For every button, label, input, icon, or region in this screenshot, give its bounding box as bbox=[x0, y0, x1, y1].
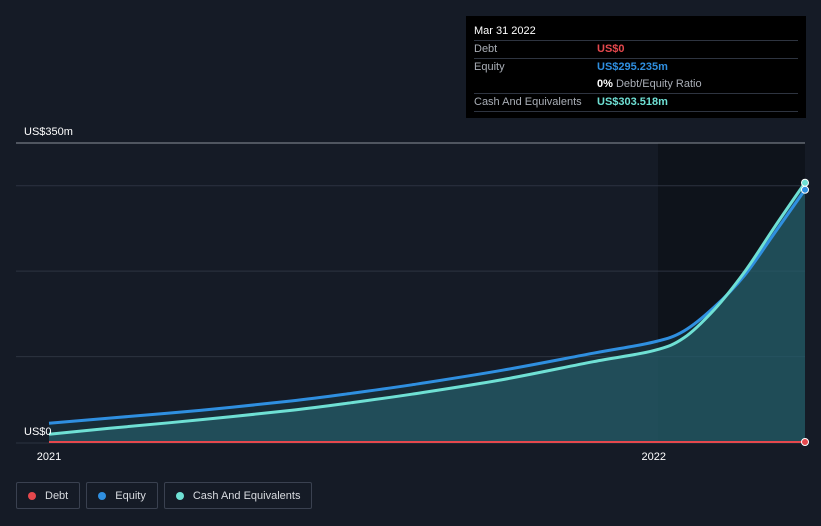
cash-dot-icon bbox=[175, 491, 184, 500]
tooltip-row-cash: Cash And Equivalents US$303.518m bbox=[474, 93, 798, 112]
x-tick-label: 2022 bbox=[642, 451, 666, 463]
tooltip-ratio-label: Debt/Equity Ratio bbox=[615, 78, 702, 90]
tooltip-date: Mar 31 2022 bbox=[474, 25, 536, 37]
tooltip-cash-label: Cash And Equivalents bbox=[474, 96, 582, 108]
legend-item-cash[interactable]: Cash And Equivalents bbox=[163, 482, 313, 509]
legend-item-debt[interactable]: Debt bbox=[16, 482, 81, 509]
equity-area bbox=[49, 189, 805, 442]
legend: Debt Equity Cash And Equivalents bbox=[16, 482, 313, 509]
cash-area bbox=[49, 182, 805, 442]
x-tick-label: 2021 bbox=[37, 451, 61, 463]
tooltip-cash-value: US$303.518m bbox=[597, 96, 668, 108]
legend-cash-label: Cash And Equivalents bbox=[192, 489, 301, 502]
debt-end-point bbox=[801, 438, 809, 446]
y-axis-bottom-label: US$0 bbox=[24, 426, 52, 438]
tooltip-ratio-spacer bbox=[474, 76, 597, 93]
legend-equity-label: Equity bbox=[115, 489, 146, 502]
legend-item-equity[interactable]: Equity bbox=[86, 482, 158, 509]
tooltip-ratio-value: 0% bbox=[597, 78, 613, 90]
equity-end-point bbox=[801, 185, 809, 194]
y-axis-top-label: US$350m bbox=[24, 126, 73, 138]
tooltip-ratio: 0% Debt/Equity Ratio bbox=[597, 76, 702, 93]
tooltip-row-equity: Equity US$295.235m bbox=[474, 58, 798, 76]
equity-dot-icon bbox=[98, 491, 107, 500]
tooltip-debt-label: Debt bbox=[474, 43, 498, 55]
debt-dot-icon bbox=[28, 491, 36, 500]
tooltip-equity-label: Equity bbox=[474, 61, 505, 73]
cash-end-point bbox=[801, 178, 809, 187]
tooltip-equity-value: US$295.235m bbox=[597, 61, 668, 73]
tooltip-panel: Mar 31 2022 Debt US$0 Equity US$295.235m… bbox=[466, 16, 806, 118]
cash-series-line bbox=[48, 181, 807, 436]
legend-debt-label: Debt bbox=[45, 489, 69, 502]
tooltip-row-debt: Debt US$0 bbox=[474, 40, 798, 58]
tooltip-debt-value: US$0 bbox=[597, 43, 625, 55]
tooltip-row-ratio: 0% Debt/Equity Ratio bbox=[474, 76, 798, 93]
